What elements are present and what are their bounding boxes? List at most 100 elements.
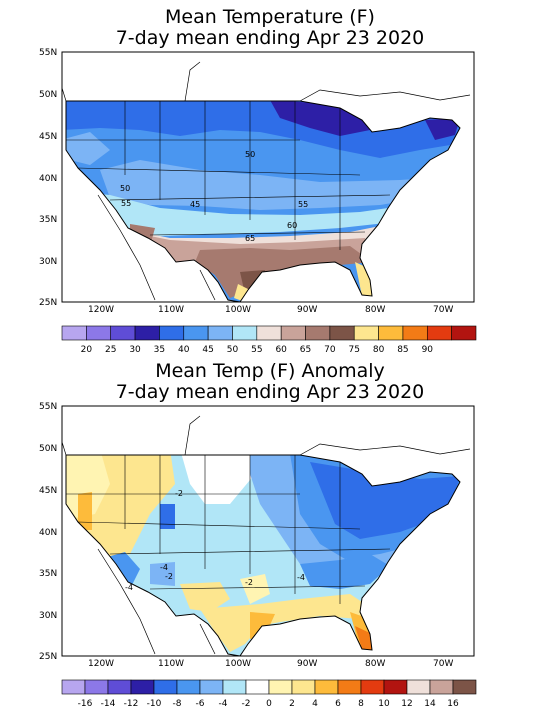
panel1-contour-label: 55 <box>298 200 308 209</box>
lon-label: 80W <box>365 305 385 315</box>
colorbar-label: -4 <box>219 699 228 709</box>
panel2-contour-label: -4 <box>160 563 168 572</box>
colorbar-swatch <box>280 325 306 341</box>
panel2-contour-label: -2 <box>175 489 183 498</box>
panel1-contour-label: 55 <box>121 199 131 208</box>
colorbar-swatch <box>153 679 178 695</box>
lat-label: 25N <box>39 652 57 662</box>
colorbar-swatch <box>199 679 224 695</box>
colorbar-label: 6 <box>335 699 341 709</box>
colorbar-swatch <box>159 325 185 341</box>
lat-label: 40N <box>39 528 57 538</box>
colorbar-label: 8 <box>358 699 364 709</box>
lon-label: 120W <box>88 659 114 669</box>
colorbar-label: 90 <box>422 345 434 355</box>
panel1-lon-labels: 120W 110W 100W 90W 80W 70W <box>88 305 453 315</box>
colorbar-swatch <box>451 325 477 341</box>
lat-label: 45N <box>39 486 57 496</box>
colorbar-label: 55 <box>251 345 262 355</box>
lat-label: 55N <box>39 402 57 412</box>
panel2-contour-label: -2 <box>165 572 173 581</box>
colorbar-swatch <box>268 679 293 695</box>
panel2-title-line2: 7-day mean ending Apr 23 2020 <box>115 381 425 403</box>
panel2-contour-label: -4 <box>125 583 133 592</box>
panel1-contour-label: 45 <box>190 200 200 209</box>
colorbar-swatch <box>291 679 316 695</box>
colorbar-label: 40 <box>178 345 190 355</box>
colorbar-swatch <box>426 325 452 341</box>
colorbar-swatch <box>256 325 282 341</box>
lat-label: 35N <box>39 215 57 225</box>
colorbar-swatch <box>383 679 408 695</box>
colorbar-swatch <box>360 679 385 695</box>
colorbar-label: 60 <box>275 345 287 355</box>
lon-label: 70W <box>433 305 453 315</box>
colorbar-swatch <box>402 325 428 341</box>
colorbar-swatch <box>314 679 339 695</box>
panel1-neighbor-coastlines <box>61 61 471 301</box>
colorbar-label: 2 <box>289 699 295 709</box>
colorbar-swatch <box>84 679 109 695</box>
colorbar-swatch <box>207 325 233 341</box>
panel1-colorbar: 20 25 30 35 40 45 50 55 60 65 70 75 80 85 90 <box>61 325 477 355</box>
colorbar-label: 80 <box>373 345 385 355</box>
colorbar-swatch <box>107 679 132 695</box>
lat-label: 50N <box>39 444 57 454</box>
colorbar-label: 16 <box>447 699 459 709</box>
panel2-contour-label: -2 <box>245 578 253 587</box>
colorbar-label: 65 <box>300 345 311 355</box>
lat-label: 45N <box>39 132 57 142</box>
lon-label: 110W <box>158 659 184 669</box>
colorbar-swatch <box>353 325 379 341</box>
colorbar-label: 85 <box>397 345 408 355</box>
colorbar-label: 25 <box>105 345 116 355</box>
colorbar-swatch <box>176 679 201 695</box>
panel2-colorbar: -16 -14 -12 -10 -8 -6 -4 -2 0 2 4 6 8 10 12 14 16 <box>61 679 477 709</box>
panel2-map: -4 -2 -2 -4 -4 -2 55N 50N 45N 40N 35N 30… <box>39 402 477 709</box>
colorbar-label: 50 <box>227 345 239 355</box>
lat-label: 30N <box>39 611 57 621</box>
panel1-contour-label: 60 <box>287 221 297 230</box>
colorbar-swatch <box>406 679 431 695</box>
panel2-us-outline <box>65 454 461 657</box>
lon-label: 120W <box>88 305 114 315</box>
colorbar-swatch <box>232 325 258 341</box>
colorbar-swatch <box>86 325 112 341</box>
colorbar-swatch <box>183 325 209 341</box>
colorbar-label: 12 <box>401 699 412 709</box>
colorbar-swatch <box>429 679 454 695</box>
colorbar-swatch <box>134 325 160 341</box>
lon-label: 90W <box>297 659 317 669</box>
colorbar-label: -16 <box>78 699 93 709</box>
colorbar-label: 0 <box>266 699 272 709</box>
colorbar-label: -8 <box>173 699 182 709</box>
colorbar-swatch <box>61 679 86 695</box>
panel1-contour-label: 65 <box>245 234 255 243</box>
colorbar-label: -12 <box>124 699 139 709</box>
panel1-lat-labels: 55N 50N 45N 40N 35N 30N 25N <box>39 48 57 308</box>
colorbar-swatch <box>130 679 155 695</box>
colorbar-label: 70 <box>324 345 336 355</box>
colorbar-label: -2 <box>242 699 251 709</box>
lat-label: 35N <box>39 569 57 579</box>
panel2-contour-label: -4 <box>297 573 305 582</box>
panel2-title-line1: Mean Temp (F) Anomaly <box>155 360 385 382</box>
lon-label: 100W <box>225 659 251 669</box>
panel1-us-outline <box>65 100 461 303</box>
colorbar-swatch <box>452 679 477 695</box>
lon-label: 110W <box>158 305 184 315</box>
panel2-lon-labels: 120W 110W 100W 90W 80W 70W <box>88 659 453 669</box>
colorbar-label: 30 <box>129 345 141 355</box>
lon-label: 80W <box>365 659 385 669</box>
panel1-contour-label: 50 <box>120 184 130 193</box>
colorbar-swatch <box>305 325 331 341</box>
colorbar-label: 45 <box>202 345 213 355</box>
panel1-contour-label: 50 <box>245 150 255 159</box>
lat-label: 50N <box>39 90 57 100</box>
colorbar-swatch <box>337 679 362 695</box>
panel2-state-borders <box>66 455 391 604</box>
panel1-title-line1: Mean Temperature (F) <box>165 6 375 28</box>
colorbar-swatch <box>110 325 136 341</box>
colorbar-label: 4 <box>312 699 318 709</box>
panel2-neighbor-coastlines <box>61 415 471 655</box>
